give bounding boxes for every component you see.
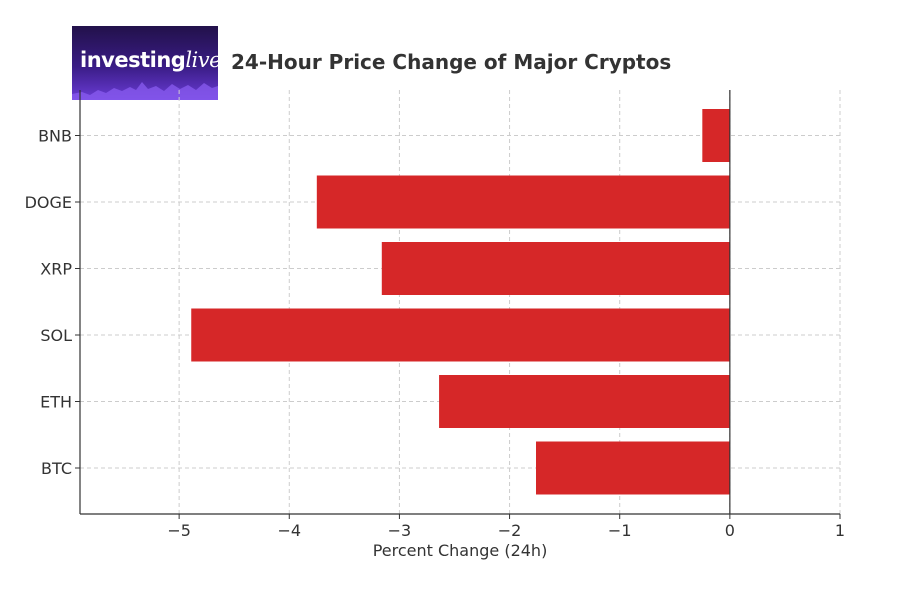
x-tick-label: −5 — [167, 521, 191, 540]
bar-sol — [191, 308, 730, 362]
bar-xrp — [381, 242, 730, 295]
y-tick-label: ETH — [40, 393, 72, 412]
x-tick-label: −4 — [277, 521, 301, 540]
logo-wave-graphic — [72, 82, 218, 100]
logo-wordmark: investinglive — [80, 48, 218, 72]
x-tick-label: −1 — [608, 521, 632, 540]
x-axis-label: Percent Change (24h) — [373, 541, 548, 560]
y-tick-label: SOL — [40, 326, 72, 345]
bar-btc — [536, 441, 730, 495]
chart-title: 24-Hour Price Change of Major Cryptos — [231, 50, 672, 74]
bar-eth — [439, 375, 730, 428]
bar-doge — [316, 175, 730, 229]
y-tick-label: DOGE — [25, 193, 72, 212]
x-tick-label: −3 — [388, 521, 412, 540]
investinglive-logo: investinglive — [72, 26, 218, 100]
bar-bnb — [702, 109, 730, 162]
x-tick-label: −2 — [498, 521, 522, 540]
y-tick-label: XRP — [40, 260, 72, 279]
x-tick-label: 0 — [725, 521, 735, 540]
y-tick-label: BNB — [38, 127, 72, 146]
x-tick-label: 1 — [835, 521, 845, 540]
y-tick-label: BTC — [41, 459, 72, 478]
